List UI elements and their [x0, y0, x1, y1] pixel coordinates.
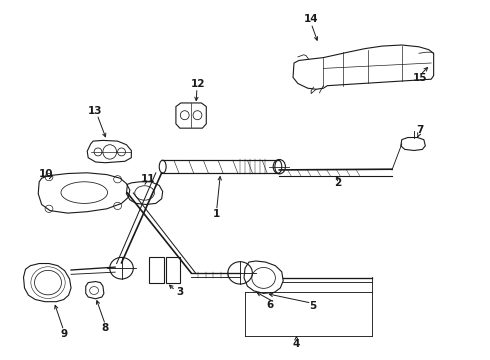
Text: 10: 10	[39, 169, 54, 179]
Text: 12: 12	[191, 79, 206, 89]
Text: 11: 11	[141, 174, 156, 184]
Text: 14: 14	[304, 14, 318, 24]
Text: 7: 7	[416, 125, 424, 135]
Text: 2: 2	[335, 177, 342, 188]
Bar	[166, 257, 180, 283]
Text: 13: 13	[88, 106, 103, 116]
Text: 1: 1	[213, 209, 220, 219]
Text: 3: 3	[177, 287, 184, 297]
Text: 4: 4	[293, 339, 300, 349]
Text: 6: 6	[267, 300, 274, 310]
Text: 9: 9	[60, 329, 67, 339]
Text: 8: 8	[102, 323, 109, 333]
Bar	[149, 257, 164, 283]
Text: 15: 15	[413, 73, 428, 83]
Text: 5: 5	[309, 301, 316, 311]
